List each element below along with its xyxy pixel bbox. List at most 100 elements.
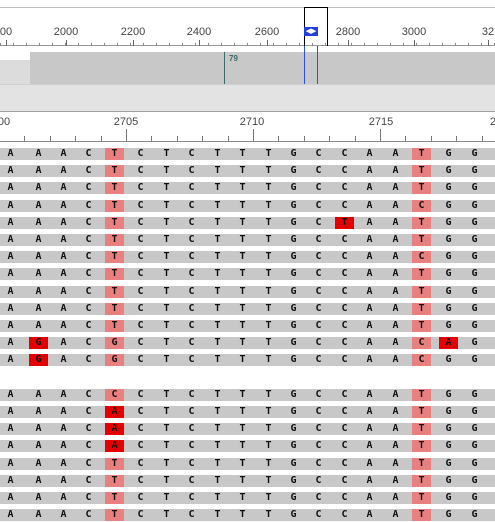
read-base: T xyxy=(163,475,170,486)
read-base: G xyxy=(471,200,478,211)
overview-minor-tick xyxy=(13,43,14,46)
overview-minor-tick xyxy=(403,43,404,46)
read-base: A xyxy=(366,475,373,486)
read-base: A xyxy=(392,200,399,211)
read-base: A xyxy=(35,268,42,279)
read-base: T xyxy=(239,354,246,365)
overview-major-tick xyxy=(66,40,67,46)
read-base: C xyxy=(341,251,348,262)
read-base: A xyxy=(60,286,67,297)
read-base: C xyxy=(341,440,348,451)
overview-ruler[interactable]: 00 2000 2200 2400 2600 2800 3000 32 ◀▶ xyxy=(0,0,495,47)
read-base: T xyxy=(163,492,170,503)
position-ruler[interactable]: 00 2705 2710 2715 2 xyxy=(0,112,495,142)
read-base: A xyxy=(366,337,373,348)
read-base: C xyxy=(85,440,92,451)
read-base: A xyxy=(366,148,373,159)
read-base: T xyxy=(163,217,170,228)
overview-minor-tick xyxy=(286,43,287,46)
read-base: G xyxy=(445,303,452,314)
overview-minor-tick xyxy=(65,43,66,46)
read-base: T xyxy=(239,423,246,434)
read-base: T xyxy=(265,423,272,434)
read-base: T xyxy=(265,200,272,211)
read-base: A xyxy=(35,286,42,297)
read-base: C xyxy=(85,458,92,469)
read-base: T xyxy=(163,509,170,520)
read-base: A xyxy=(35,234,42,245)
read-base: G xyxy=(290,389,297,400)
read-base: A xyxy=(7,148,14,159)
read-base: C xyxy=(341,200,348,211)
read-base: T xyxy=(412,182,431,194)
read-base: C xyxy=(137,389,144,400)
read-base: T xyxy=(265,234,272,245)
read-base: C xyxy=(137,337,144,348)
read-base: T xyxy=(214,389,221,400)
read-base: A xyxy=(392,303,399,314)
read-base: T xyxy=(163,165,170,176)
read-base: A xyxy=(392,286,399,297)
read-base: G xyxy=(471,234,478,245)
read-base: C xyxy=(85,475,92,486)
read-base: G xyxy=(290,423,297,434)
read-base: C xyxy=(85,509,92,520)
read-base: T xyxy=(214,492,221,503)
position-tick-label: 00 xyxy=(0,116,11,128)
position-minor-tick xyxy=(304,136,305,141)
read-base: A xyxy=(392,389,399,400)
read-base: G xyxy=(471,251,478,262)
overview-minor-tick xyxy=(104,43,105,46)
read-base: A xyxy=(392,492,399,503)
overview-tick-label: 2400 xyxy=(186,26,212,38)
read-base: C xyxy=(188,217,195,228)
viewport-drag-handle-icon[interactable]: ◀▶ xyxy=(304,27,318,36)
read-base: G xyxy=(290,268,297,279)
position-minor-tick xyxy=(101,136,102,141)
coverage-track[interactable]: 79 xyxy=(0,46,495,84)
read-base: A xyxy=(35,303,42,314)
read-base: A xyxy=(60,423,67,434)
read-base: G xyxy=(290,475,297,486)
overview-minor-tick xyxy=(442,43,443,46)
read-base: G xyxy=(445,320,452,331)
read-base: T xyxy=(239,234,246,245)
read-base: T xyxy=(105,182,124,194)
read-base: A xyxy=(366,492,373,503)
overview-minor-tick xyxy=(416,43,417,46)
read-base: G xyxy=(471,165,478,176)
overview-tick-label: 3000 xyxy=(401,26,427,38)
read-base: C xyxy=(412,337,431,349)
overview-minor-tick xyxy=(377,43,378,46)
read-base: A xyxy=(7,268,14,279)
read-base: T xyxy=(239,458,246,469)
position-minor-tick xyxy=(355,136,356,141)
overview-tick-label: 2600 xyxy=(254,26,280,38)
read-base: G xyxy=(471,406,478,417)
read-base: A xyxy=(60,303,67,314)
read-base: A xyxy=(35,458,42,469)
read-base: A xyxy=(60,251,67,262)
